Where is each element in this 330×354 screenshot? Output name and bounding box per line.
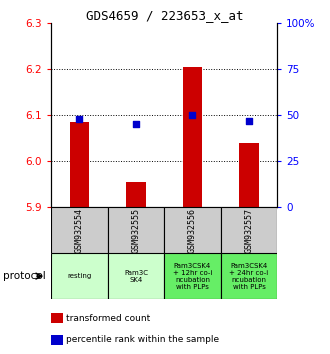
Bar bbox=[239, 143, 259, 207]
Text: GSM932557: GSM932557 bbox=[245, 207, 253, 253]
Text: Pam3CSK4
+ 24hr co-i
ncubation
with PLPs: Pam3CSK4 + 24hr co-i ncubation with PLPs bbox=[229, 263, 269, 290]
Bar bbox=[51, 207, 108, 253]
Text: transformed count: transformed count bbox=[66, 314, 150, 323]
Point bbox=[246, 118, 251, 124]
Bar bbox=[108, 253, 164, 299]
Text: GSM932555: GSM932555 bbox=[131, 207, 141, 253]
Text: GDS4659 / 223653_x_at: GDS4659 / 223653_x_at bbox=[86, 9, 244, 22]
Text: Pam3CSK4
+ 12hr co-i
ncubation
with PLPs: Pam3CSK4 + 12hr co-i ncubation with PLPs bbox=[173, 263, 212, 290]
Point bbox=[190, 112, 195, 118]
Bar bbox=[126, 182, 146, 207]
Bar bbox=[164, 207, 221, 253]
Text: GSM932554: GSM932554 bbox=[75, 207, 84, 253]
Bar bbox=[51, 253, 108, 299]
Point bbox=[77, 116, 82, 121]
Bar bbox=[164, 253, 221, 299]
Point bbox=[133, 121, 139, 127]
Text: resting: resting bbox=[67, 273, 91, 279]
Bar bbox=[108, 207, 164, 253]
Text: percentile rank within the sample: percentile rank within the sample bbox=[66, 335, 219, 344]
Text: protocol: protocol bbox=[3, 271, 46, 281]
Bar bbox=[70, 122, 89, 207]
Bar bbox=[182, 67, 202, 207]
Bar bbox=[221, 253, 277, 299]
Text: Pam3C
SK4: Pam3C SK4 bbox=[124, 270, 148, 282]
Bar bbox=[221, 207, 277, 253]
Text: GSM932556: GSM932556 bbox=[188, 207, 197, 253]
